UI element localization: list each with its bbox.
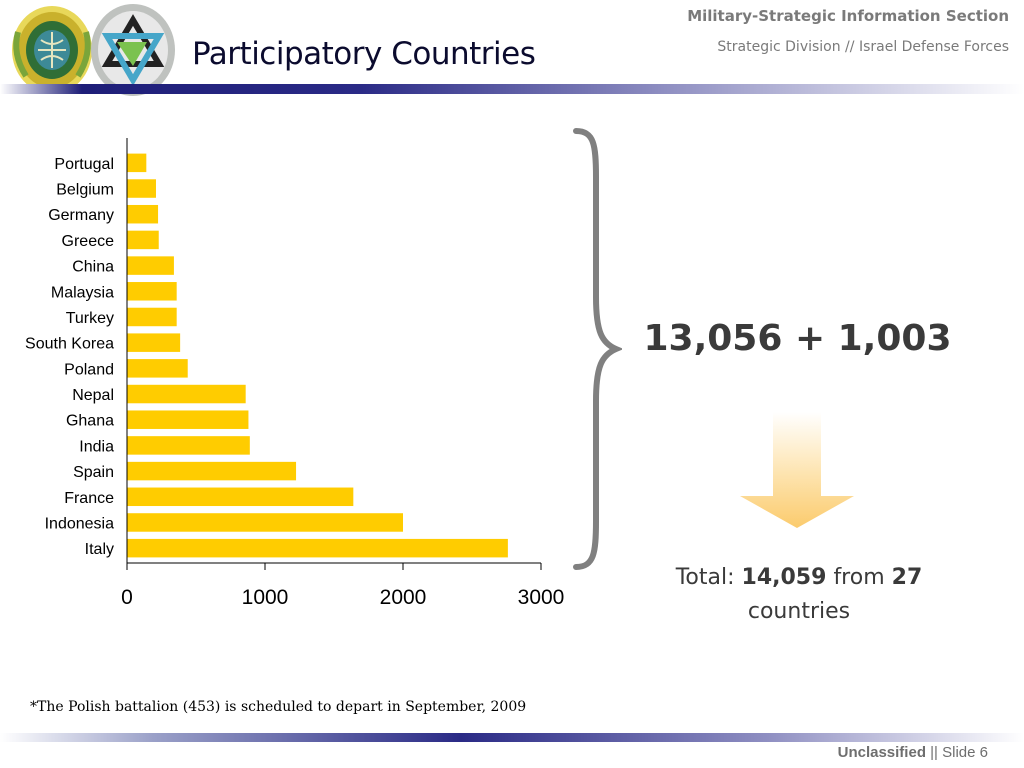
total-suffix: countries: [747, 599, 851, 624]
bar-germany: [127, 204, 159, 224]
bar-indonesia: [127, 513, 403, 532]
bar-spain: [127, 461, 297, 481]
bar-group: [127, 153, 508, 558]
bar-chart: Italy Indonesia France Spain India Ghana Nepal…: [25, 138, 564, 609]
slide-footer: Unclassified || Slide 6: [838, 744, 988, 761]
category-label-poland: Poland: [64, 361, 114, 378]
x-tick-label-0: 0: [121, 586, 133, 609]
bar-belgium: [127, 179, 156, 198]
category-label-portugal: Portugal: [54, 156, 114, 173]
emblem-wreath-icon: [12, 6, 92, 94]
bar-italy: [127, 538, 508, 558]
category-label-malaysia: Malaysia: [51, 284, 114, 301]
category-label-south-korea: South Korea: [25, 336, 114, 353]
category-label-ghana: Ghana: [66, 413, 114, 430]
bar-china: [127, 256, 174, 275]
category-label-turkey: Turkey: [66, 310, 114, 327]
x-tick-label-2000: 2000: [380, 586, 427, 609]
bar-india: [127, 436, 250, 455]
bar-poland: [127, 359, 188, 378]
bar-nepal: [127, 384, 246, 404]
category-label-italy: Italy: [85, 541, 114, 558]
category-label-france: France: [64, 490, 114, 507]
category-label-china: China: [72, 259, 114, 276]
x-tick-group: 0 1000 2000 3000: [121, 563, 564, 609]
footer-divider-band: [0, 733, 1024, 742]
category-labels: Italy Indonesia France Spain India Ghana Nepal…: [25, 156, 114, 558]
bar-malaysia: [127, 282, 177, 301]
bar-portugal: [127, 153, 147, 173]
category-label-greece: Greece: [62, 233, 115, 250]
bar-ghana: [127, 410, 249, 429]
category-label-india: India: [79, 438, 114, 455]
total-prefix: Total:: [675, 565, 735, 590]
slide-number: Slide 6: [942, 744, 988, 761]
category-label-spain: Spain: [73, 464, 114, 481]
category-label-nepal: Nepal: [72, 387, 114, 404]
summary-number: 13,056 + 1,003: [643, 318, 952, 359]
slide-title: Participatory Countries: [192, 36, 536, 72]
total-summary: Total: 14,059 from 27 countries: [640, 561, 958, 629]
bar-greece: [127, 230, 159, 250]
classification-label: Unclassified: [837, 744, 926, 761]
category-label-indonesia: Indonesia: [45, 515, 114, 532]
header-divider-band: [0, 84, 1024, 94]
bar-france: [127, 487, 354, 507]
org-section-title: Military-Strategic Information Section: [687, 7, 1009, 25]
right-curly-brace-icon: [573, 128, 622, 570]
org-division-subtitle: Strategic Division // Israel Defense For…: [717, 39, 1009, 55]
star-of-david-emblem-icon: [91, 4, 175, 96]
footer-separator: ||: [930, 744, 938, 761]
bar-turkey: [127, 307, 177, 327]
footnote: *The Polish battalion (453) is scheduled…: [30, 699, 527, 715]
category-label-belgium: Belgium: [56, 182, 114, 199]
x-tick-label-3000: 3000: [518, 586, 565, 609]
x-tick-label-1000: 1000: [242, 586, 289, 609]
category-label-germany: Germany: [48, 207, 114, 224]
total-value: 14,059: [741, 565, 827, 590]
total-middle: from: [833, 565, 885, 590]
country-count: 27: [891, 565, 923, 590]
down-arrow-icon: [740, 412, 854, 528]
bar-south-korea: [127, 333, 181, 352]
